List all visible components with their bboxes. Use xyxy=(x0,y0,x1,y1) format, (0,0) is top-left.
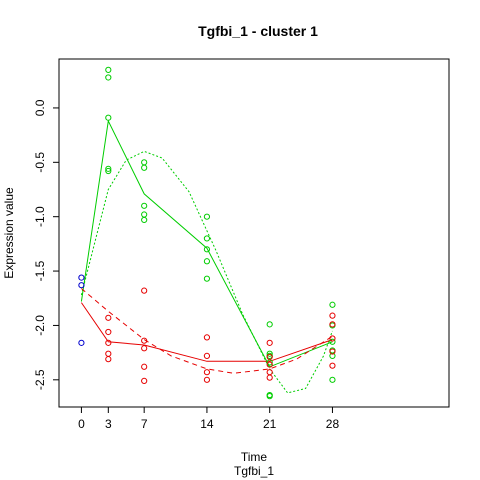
y-tick-label: -0.5 xyxy=(33,152,47,173)
y-tick-label: 0.0 xyxy=(33,99,47,116)
point-green xyxy=(141,211,148,218)
point-green xyxy=(141,202,148,209)
fit-curve-red xyxy=(81,288,333,374)
point-blue xyxy=(78,282,85,289)
plot-frame xyxy=(58,58,450,408)
point-green xyxy=(105,66,112,73)
point-green xyxy=(266,321,273,328)
point-red xyxy=(141,337,148,344)
point-red xyxy=(141,345,148,352)
point-green xyxy=(203,246,211,253)
point-green xyxy=(141,164,148,171)
y-axis: 0.0 -0.5 -1.0 -1.5 -2.0 -2.5 xyxy=(33,99,60,390)
x-tick-label: 3 xyxy=(105,417,112,431)
point-green xyxy=(329,376,336,383)
point-red xyxy=(329,348,336,355)
point-blue xyxy=(78,339,85,346)
point-green xyxy=(266,350,273,357)
x-tick-label: 0 xyxy=(78,417,85,431)
x-tick-label: 21 xyxy=(263,417,277,431)
point-green xyxy=(105,114,112,121)
point-red xyxy=(266,374,273,381)
point-green xyxy=(329,301,336,308)
point-green xyxy=(141,216,148,224)
x-tick-label: 28 xyxy=(326,417,340,431)
point-red xyxy=(329,362,336,369)
point-red xyxy=(266,353,273,361)
mean-line-green xyxy=(80,119,333,368)
point-red xyxy=(203,352,211,359)
point-green xyxy=(105,167,112,175)
point-red xyxy=(266,339,273,346)
point-green xyxy=(329,338,336,345)
point-red xyxy=(105,314,112,321)
point-red xyxy=(141,287,148,294)
point-green xyxy=(141,159,148,166)
point-red xyxy=(203,376,211,383)
y-tick-label: -2.0 xyxy=(33,315,47,336)
point-green xyxy=(105,74,112,81)
point-red xyxy=(329,335,336,342)
point-red xyxy=(105,328,112,336)
y-axis-label: Expression value xyxy=(2,187,16,279)
point-red xyxy=(203,369,211,376)
point-green xyxy=(266,393,273,400)
point-green xyxy=(203,235,211,242)
x-axis: 0 3 7 14 21 28 xyxy=(78,406,340,431)
point-red xyxy=(141,377,148,384)
point-red xyxy=(329,321,336,328)
y-tick-label: -2.5 xyxy=(33,369,47,390)
x-tick-label: 7 xyxy=(141,417,148,431)
y-tick-label: -1.0 xyxy=(33,206,47,227)
point-red xyxy=(141,363,148,370)
point-red xyxy=(105,339,112,346)
mean-line-red xyxy=(80,302,333,362)
plot-marks xyxy=(78,66,336,400)
point-red xyxy=(266,369,273,376)
x-tick-label: 14 xyxy=(200,417,214,431)
point-red xyxy=(105,356,112,363)
y-tick-label: -1.5 xyxy=(33,260,47,281)
point-green xyxy=(329,352,336,359)
point-red xyxy=(105,350,112,357)
point-green xyxy=(203,213,211,220)
chart-title: Tgfbi_1 - cluster 1 xyxy=(198,23,318,39)
point-blue xyxy=(78,274,85,281)
x-axis-sublabel: Tgfbi_1 xyxy=(234,464,274,478)
point-red xyxy=(266,361,273,368)
point-green xyxy=(203,275,211,282)
point-green xyxy=(105,165,112,172)
point-red xyxy=(203,334,211,341)
point-green xyxy=(203,258,211,265)
fit-curve-green xyxy=(80,150,333,394)
x-axis-label: Time xyxy=(241,450,268,464)
point-red xyxy=(329,312,336,319)
